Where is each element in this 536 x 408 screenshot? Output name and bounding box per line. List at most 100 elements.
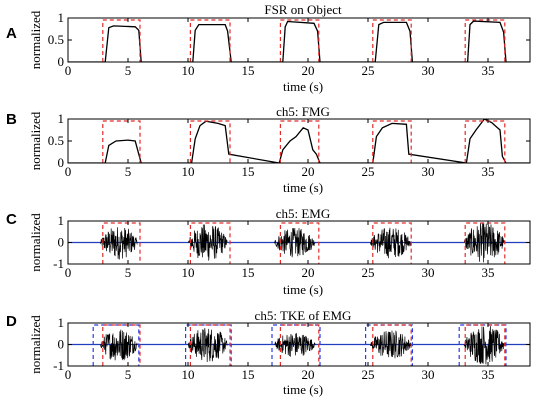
- x-tick-label: 35: [482, 265, 495, 280]
- window-marker: [279, 120, 320, 163]
- y-tick-label: 0: [58, 235, 65, 250]
- window-marker: [102, 120, 141, 163]
- y-tick-label: 0: [58, 54, 65, 69]
- x-tick-label: 20: [302, 265, 315, 280]
- y-tick-label: 0.5: [48, 133, 64, 148]
- x-tick-label: 5: [125, 63, 132, 78]
- x-tick-label: 0: [65, 265, 72, 280]
- window-marker: [372, 222, 412, 264]
- window-marker: [189, 324, 231, 366]
- window-marker: [189, 19, 231, 62]
- window-marker: [464, 19, 506, 62]
- panel-letter: B: [6, 111, 17, 128]
- x-tick-label: 30: [422, 367, 435, 382]
- y-axis-label: normalized: [28, 111, 43, 170]
- plot-area: [68, 19, 530, 62]
- window-marker: [464, 222, 506, 264]
- x-tick-label: 15: [242, 367, 255, 382]
- plot-area: [68, 119, 530, 163]
- x-tick-label: 15: [242, 164, 255, 179]
- plot-area: [68, 324, 530, 366]
- x-tick-label: 5: [125, 265, 132, 280]
- x-tick-label: 10: [182, 63, 195, 78]
- x-tick-label: 35: [482, 63, 495, 78]
- y-tick-label: 0: [58, 337, 65, 352]
- y-axis-label: normalized: [28, 213, 43, 272]
- window-marker-blue: [92, 324, 140, 366]
- y-tick-label: 1: [58, 315, 65, 330]
- panel-letter: C: [6, 211, 17, 228]
- window-marker: [189, 222, 231, 264]
- window-marker: [279, 19, 320, 62]
- signal-line: [68, 20, 530, 62]
- y-tick-label: 1: [58, 10, 65, 25]
- y-tick-label: 0: [58, 155, 65, 170]
- emg-burst: [100, 329, 138, 361]
- signal-line: [68, 119, 530, 163]
- x-tick-label: 0: [65, 164, 72, 179]
- x-axis-label: time (s): [283, 180, 323, 195]
- x-tick-label: 10: [182, 265, 195, 280]
- window-marker: [372, 324, 412, 366]
- x-tick-label: 30: [422, 164, 435, 179]
- x-tick-label: 20: [302, 63, 315, 78]
- y-tick-label: -1: [53, 256, 64, 271]
- x-tick-label: 20: [302, 367, 315, 382]
- x-tick-label: 35: [482, 164, 495, 179]
- x-tick-label: 30: [422, 265, 435, 280]
- emg-burst: [463, 222, 506, 263]
- x-tick-label: 10: [182, 367, 195, 382]
- x-axis-label: time (s): [283, 382, 323, 397]
- window-marker: [279, 324, 320, 366]
- x-tick-label: 0: [65, 367, 72, 382]
- window-marker: [102, 324, 141, 366]
- panel-title: ch5: FMG: [276, 104, 330, 119]
- axes-box: [67, 17, 531, 63]
- y-axis-label: normalized: [28, 315, 43, 374]
- y-tick-label: 0.5: [48, 32, 64, 47]
- x-tick-label: 25: [362, 265, 375, 280]
- x-tick-label: 25: [362, 367, 375, 382]
- x-tick-label: 5: [125, 367, 132, 382]
- window-marker: [464, 120, 506, 163]
- window-marker: [279, 222, 320, 264]
- window-marker: [102, 222, 141, 264]
- window-marker: [372, 19, 412, 62]
- panel-letter: D: [6, 313, 17, 330]
- emg-burst: [274, 333, 316, 357]
- y-tick-label: 1: [58, 213, 65, 228]
- emg-burst: [187, 328, 228, 363]
- x-tick-label: 25: [362, 63, 375, 78]
- emg-burst: [463, 326, 506, 365]
- panel-title: FSR on Object: [264, 2, 342, 17]
- axes-box: [67, 118, 531, 164]
- x-tick-label: 10: [182, 164, 195, 179]
- panel-title: ch5: TKE of EMG: [255, 308, 352, 323]
- x-tick-label: 0: [65, 63, 72, 78]
- x-tick-label: 30: [422, 63, 435, 78]
- x-axis-label: time (s): [283, 282, 323, 297]
- window-marker: [102, 19, 141, 62]
- window-marker: [464, 324, 506, 366]
- window-marker: [189, 120, 231, 163]
- x-tick-label: 5: [125, 164, 132, 179]
- emg-burst: [100, 227, 138, 260]
- y-axis-label: normalized: [28, 10, 43, 69]
- emg-burst: [370, 330, 412, 359]
- x-tick-label: 20: [302, 164, 315, 179]
- x-tick-label: 15: [242, 265, 255, 280]
- panel-letter: A: [6, 25, 17, 42]
- x-tick-label: 15: [242, 63, 255, 78]
- x-tick-label: 35: [482, 367, 495, 382]
- panel-title: ch5: EMG: [276, 206, 331, 221]
- x-axis-label: time (s): [283, 79, 323, 94]
- y-tick-label: -1: [53, 358, 64, 373]
- plot-area: [68, 222, 530, 264]
- emg-burst: [187, 224, 228, 261]
- panel-a: A FSR on Object 0 5 10 15 20 25 30 35 0 0.5 1 time (s…: [6, 2, 531, 94]
- x-tick-label: 25: [362, 164, 375, 179]
